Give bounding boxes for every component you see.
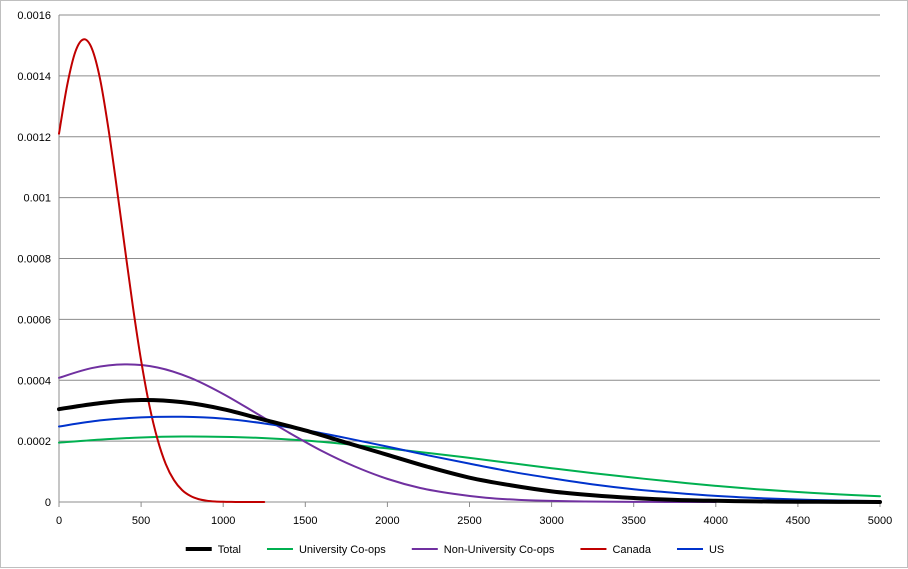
legend-item-us: US xyxy=(676,544,724,556)
x-tick-label: 4000 xyxy=(704,515,728,527)
x-tick-label: 4500 xyxy=(786,515,810,527)
grid-layer xyxy=(59,14,880,503)
legend-item-university-co-ops: University Co-ops xyxy=(266,544,386,556)
legend: Total University Co-ops Non-University Co-… xyxy=(185,544,724,556)
legend-label: Total xyxy=(218,544,241,556)
y-tick-label: 0.001 xyxy=(23,193,51,205)
x-tick-label: 2000 xyxy=(375,515,399,527)
x-tick-label: 500 xyxy=(132,515,150,527)
x-tick-label: 2500 xyxy=(457,515,481,527)
y-tick-label: 0 xyxy=(45,497,51,509)
legend-label: University Co-ops xyxy=(299,544,386,556)
legend-item-total: Total xyxy=(185,544,241,556)
axis-layer: 0 0.0002 0.0004 0.0006 0.0008 0.001 0.0012 0.00… xyxy=(17,10,892,527)
legend-label: Canada xyxy=(612,544,651,556)
y-tick-label: 0.0006 xyxy=(17,314,51,326)
y-tick-label: 0.0008 xyxy=(17,254,51,266)
x-tick-label: 3500 xyxy=(621,515,645,527)
x-tick-label: 1500 xyxy=(293,515,317,527)
legend-label: Non-University Co-ops xyxy=(444,544,555,556)
legend-item-non-university-co-ops: Non-University Co-ops xyxy=(411,544,555,556)
series-line-canada xyxy=(58,38,266,503)
y-tick-label: 0.0004 xyxy=(17,375,51,387)
y-tick-label: 0.0016 xyxy=(17,10,51,22)
x-tick-label: 5000 xyxy=(868,515,892,527)
x-tick-label: 3000 xyxy=(539,515,563,527)
legend-item-canada: Canada xyxy=(580,544,652,556)
series-line-total xyxy=(57,398,882,504)
x-tick-label: 1000 xyxy=(211,515,235,527)
y-tick-label: 0.0014 xyxy=(17,71,51,83)
legend-label: US xyxy=(709,544,724,556)
series-line-us xyxy=(58,415,881,503)
y-tick-label: 0.0012 xyxy=(17,132,51,144)
series-layer xyxy=(57,38,882,504)
x-tick-label: 0 xyxy=(56,515,62,527)
series-line-university-co-ops xyxy=(58,435,881,498)
y-tick-label: 0.0002 xyxy=(17,436,51,448)
series-line-non-university-co-ops xyxy=(58,363,717,503)
